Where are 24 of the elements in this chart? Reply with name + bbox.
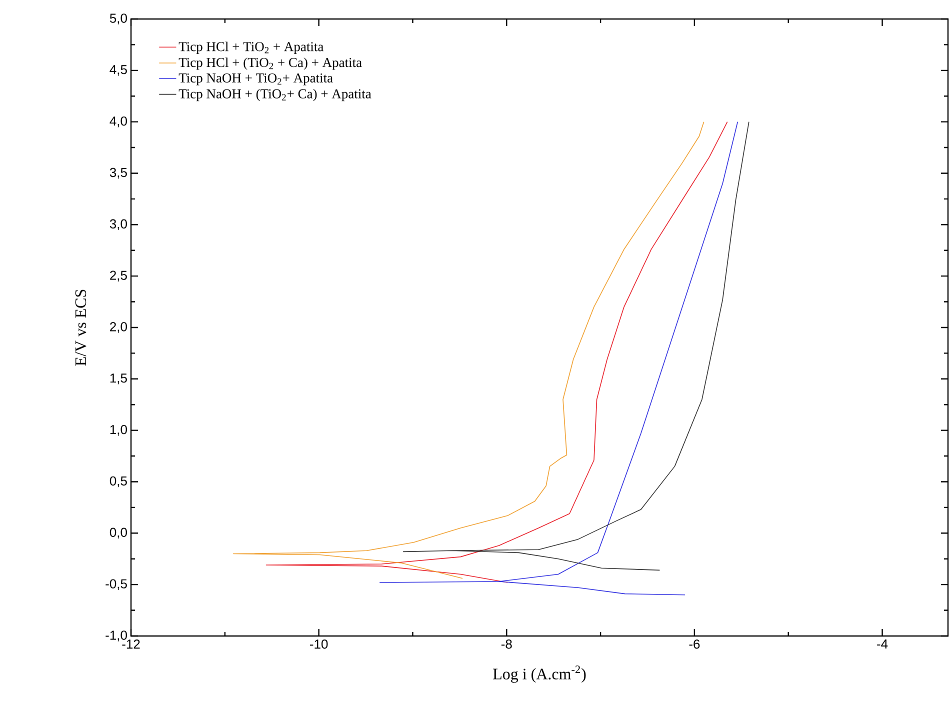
y-tick-label: 3,0 — [110, 219, 127, 230]
x-tick-label: -8 — [501, 640, 512, 649]
x-tick-label: -6 — [689, 640, 700, 649]
legend-label: Ticp NaOH + TiO$_{2}$+ Apatita — [178, 73, 333, 86]
y-tick-label: 4,5 — [110, 65, 127, 76]
legend-label: Ticp NaOH + (TiO$_{2}$+ Ca) + Apatita — [178, 88, 372, 102]
legend-label: Ticp HCl + TiO$_{2}$ + Apatita — [178, 42, 324, 54]
y-tick-label: 2,0 — [110, 322, 127, 333]
y-tick-label: 3,5 — [110, 168, 127, 179]
x-tick-label: -12 — [122, 640, 140, 649]
y-tick-label: 4,0 — [110, 116, 127, 128]
legend-label: Ticp HCl + (TiO$_{2}$ + Ca) + Apatita — [178, 58, 362, 70]
x-axis-title: Log i (A.cm$^{-2}$) — [493, 666, 586, 683]
y-tick-label: -1,0 — [106, 630, 127, 642]
x-tick-label: -4 — [877, 640, 888, 648]
y-tick-label: 1,5 — [110, 374, 127, 384]
y-tick-label: 0,0 — [110, 528, 127, 539]
y-tick-label: 5,0 — [110, 14, 127, 24]
y-axis-title: E/V vs ECS — [75, 290, 86, 366]
x-tick-label: -10 — [310, 640, 328, 649]
y-tick-label: 0,5 — [110, 476, 127, 488]
y-tick-label: -0,5 — [106, 579, 127, 590]
y-tick-label: 2,5 — [110, 270, 127, 282]
y-tick-label: 1,0 — [110, 424, 127, 436]
